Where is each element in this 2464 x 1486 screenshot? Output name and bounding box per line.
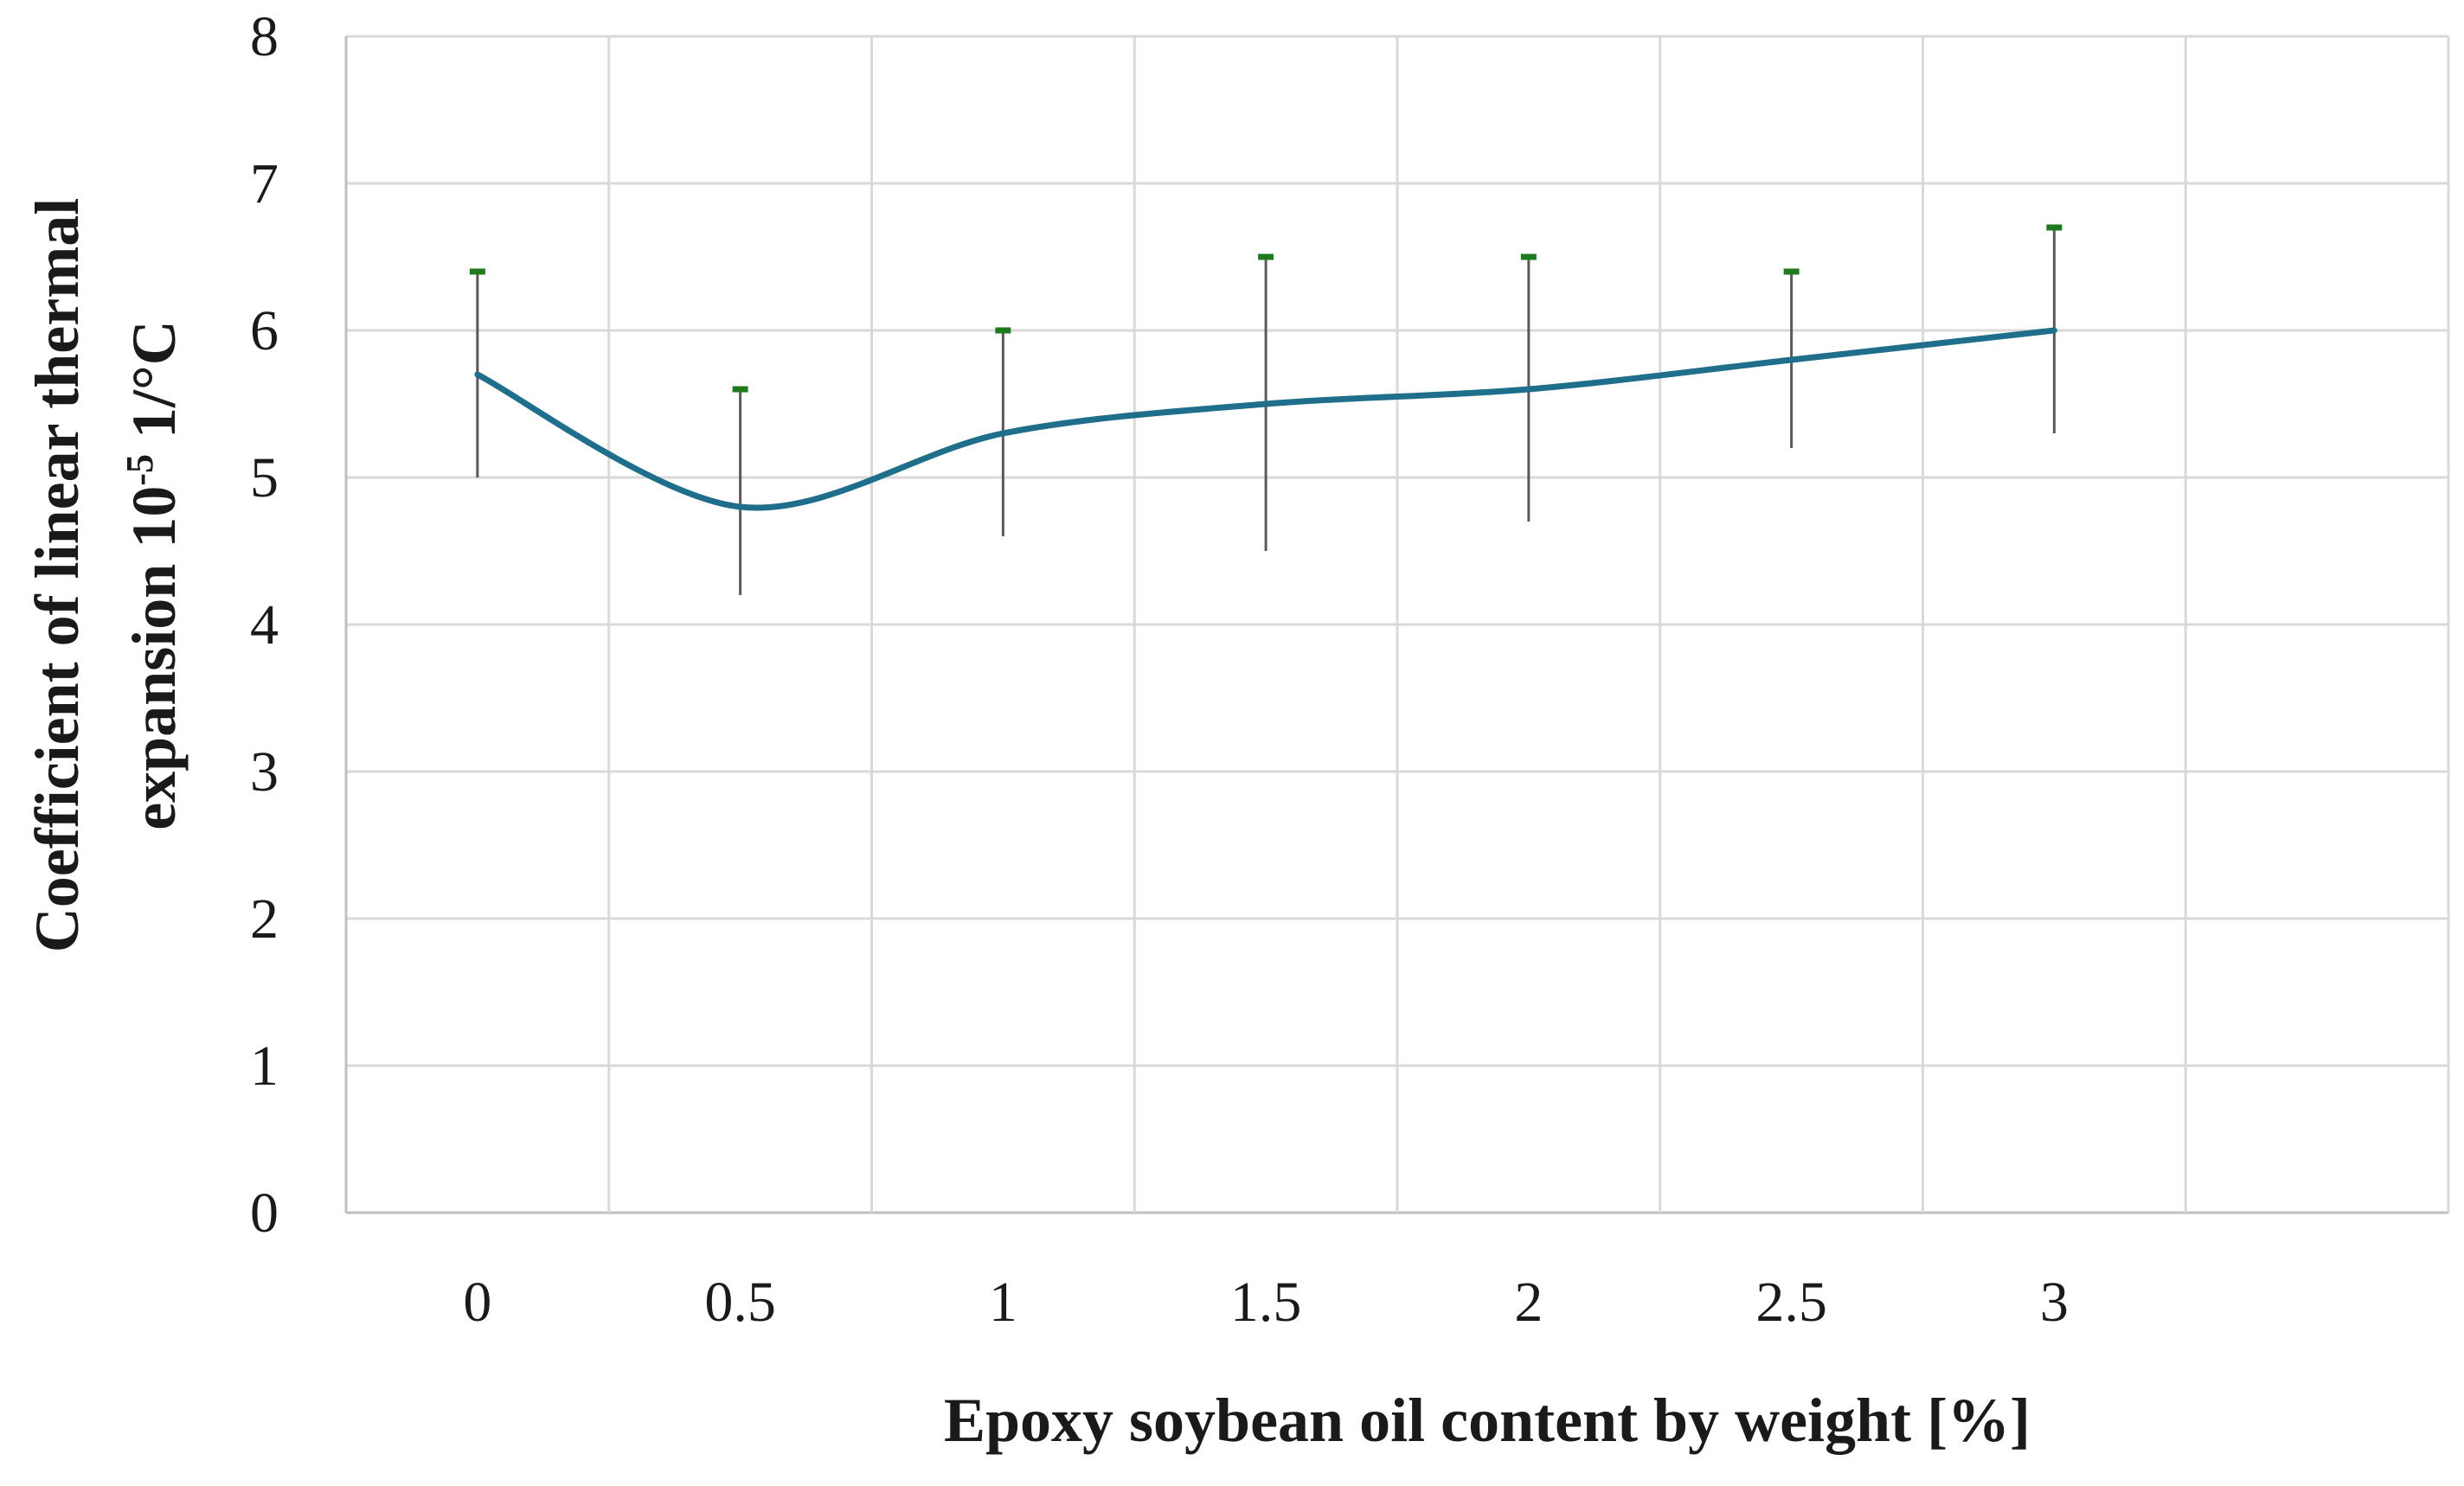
y-axis-title-suffix: 1/°C [119, 320, 189, 454]
y-axis-title-superscript: -5 [119, 454, 161, 486]
x-tick-label: 0 [463, 1271, 491, 1334]
y-tick-label: 6 [250, 299, 279, 362]
x-tick-label: 2 [1514, 1271, 1543, 1334]
x-tick-label: 2.5 [1755, 1271, 1827, 1334]
y-axis-title-prefix: expansion 10 [119, 486, 189, 830]
grid [344, 35, 2450, 1214]
y-tick-label: 0 [250, 1182, 279, 1245]
error-bars [469, 224, 2063, 595]
y-tick-label: 7 [250, 152, 279, 215]
tick-labels: 0 1 2 3 4 5 6 7 8 0 0.5 1 1.5 2 2.5 3 [250, 5, 2069, 1334]
y-axis-title-line1: Coefficient of linear thermal [22, 198, 92, 952]
y-axis-title: Coefficient of linear thermal expansion … [22, 198, 189, 952]
series-line [474, 327, 2057, 511]
x-tick-label: 3 [2040, 1271, 2069, 1334]
x-tick-label: 1 [989, 1271, 1017, 1334]
y-tick-label: 2 [250, 887, 279, 951]
y-tick-label: 8 [250, 5, 279, 68]
y-axis-title-line2: expansion 10-5 1/°C [119, 320, 189, 830]
x-tick-label: 1.5 [1230, 1271, 1302, 1334]
x-axis-title: Epoxy soybean oil content by weight [%] [944, 1386, 2031, 1455]
x-tick-label: 0.5 [704, 1271, 776, 1334]
series-lines [474, 327, 2057, 511]
y-tick-label: 1 [250, 1034, 279, 1098]
y-tick-label: 4 [250, 593, 279, 657]
y-tick-label: 5 [250, 446, 279, 509]
y-tick-label: 3 [250, 740, 279, 804]
